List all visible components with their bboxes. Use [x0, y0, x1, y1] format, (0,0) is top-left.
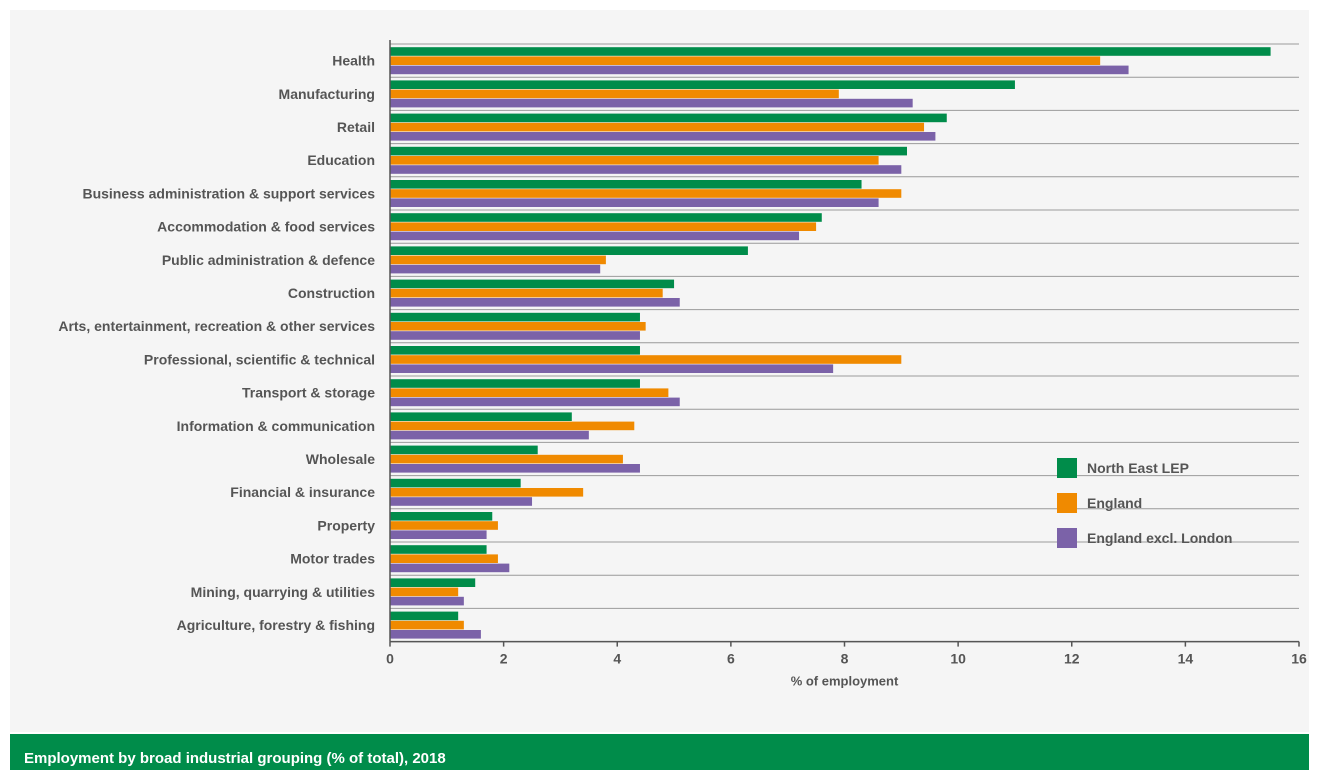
bar [390, 322, 646, 331]
x-tick-label: 14 [1178, 651, 1194, 667]
bar [390, 56, 1101, 65]
bar [390, 246, 748, 255]
category-label: Motor trades [290, 551, 375, 567]
bar [390, 554, 498, 563]
bar [390, 132, 936, 141]
category-label: Wholesale [306, 451, 375, 467]
bar [390, 264, 601, 274]
bar [390, 530, 487, 539]
bar [390, 521, 498, 530]
bar [390, 630, 481, 639]
bar [390, 512, 493, 521]
x-tick-label: 4 [613, 651, 621, 667]
chart-panel: Health Manufacturing Retail Education Busine… [10, 10, 1309, 732]
bar [390, 213, 822, 222]
category-label: Education [307, 152, 375, 168]
category-label: Arts, entertainment, recreation & other … [58, 318, 375, 334]
bar [390, 397, 680, 407]
category-label: Construction [288, 285, 375, 301]
legend-label: North East LEP [1087, 460, 1189, 476]
bar [390, 156, 879, 165]
bar [390, 198, 879, 207]
bar [390, 454, 623, 464]
bar [390, 165, 902, 174]
category-label: Financial & insurance [230, 484, 375, 500]
bar [390, 346, 640, 355]
bar [390, 497, 533, 506]
bar [390, 421, 635, 431]
bar [390, 89, 839, 99]
category-label: Transport & storage [242, 385, 375, 401]
bar [390, 146, 907, 156]
category-label: Property [317, 517, 375, 533]
x-tick-label: 6 [727, 651, 735, 667]
x-axis-title: % of employment [791, 674, 899, 689]
x-tick-label: 2 [500, 651, 508, 667]
category-label: Retail [337, 119, 375, 135]
legend-label: England [1087, 495, 1142, 511]
bar [390, 412, 572, 421]
bar [390, 80, 1015, 89]
category-label: Professional, scientific & technical [144, 351, 375, 367]
bar [390, 65, 1129, 75]
bar [390, 189, 902, 198]
x-tick-label: 0 [386, 651, 394, 667]
bar [390, 611, 459, 621]
legend-swatch [1057, 493, 1077, 513]
category-label: Accommodation & food services [157, 219, 375, 235]
bar [390, 545, 487, 554]
bar [390, 47, 1271, 56]
bar [390, 578, 476, 587]
bar [390, 620, 464, 630]
bar [390, 587, 459, 597]
x-tick-label: 10 [950, 651, 966, 667]
bar [390, 596, 464, 606]
bar [390, 113, 947, 123]
category-label: Mining, quarrying & utilities [191, 584, 376, 600]
bar [390, 298, 680, 307]
bar [390, 98, 913, 108]
bar [390, 231, 800, 241]
x-tick-label: 8 [841, 651, 849, 667]
bar [390, 388, 669, 397]
bar [390, 563, 510, 573]
legend-label: England excl. London [1087, 530, 1232, 546]
bar [390, 364, 834, 373]
bar [390, 222, 817, 231]
bar [390, 355, 902, 364]
bar [390, 478, 521, 488]
category-label: Health [332, 53, 375, 69]
x-tick-label: 16 [1291, 651, 1307, 667]
legend-swatch [1057, 528, 1077, 548]
bar [390, 464, 640, 473]
bar [390, 331, 640, 340]
category-label: Manufacturing [279, 86, 375, 102]
legend-swatch [1057, 458, 1077, 478]
bar-chart: Health Manufacturing Retail Education Busine… [58, 40, 1307, 689]
bar [390, 430, 589, 440]
category-label: Information & communication [177, 418, 375, 434]
bar [390, 180, 862, 189]
bar [390, 255, 606, 265]
category-label: Public administration & defence [162, 252, 375, 268]
bar [390, 488, 584, 497]
bar [390, 312, 640, 322]
bar [390, 288, 663, 298]
bar [390, 122, 925, 132]
bar [390, 445, 538, 455]
caption-bar: Employment by broad industrial grouping … [10, 734, 1309, 770]
category-label: Agriculture, forestry & fishing [177, 617, 375, 633]
bar [390, 279, 675, 289]
category-label: Business administration & support servic… [82, 185, 375, 201]
x-tick-label: 12 [1064, 651, 1080, 667]
bar [390, 379, 640, 388]
chart-caption: Employment by broad industrial grouping … [24, 750, 446, 767]
